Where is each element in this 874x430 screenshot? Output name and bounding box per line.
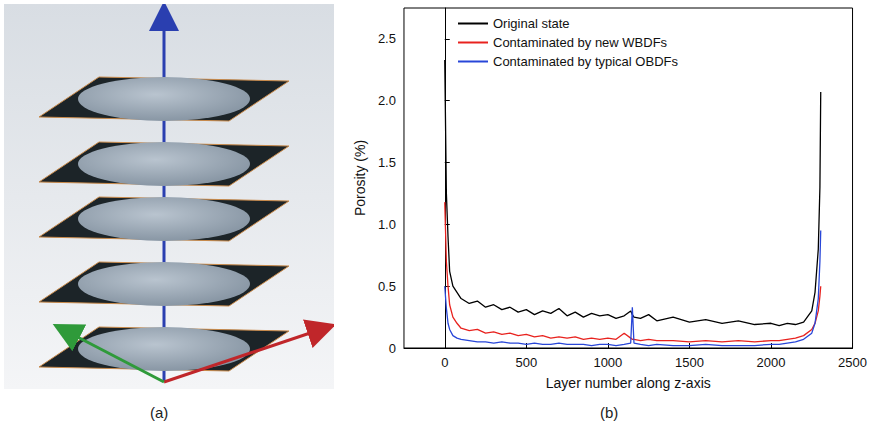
svg-text:2000: 2000 (757, 355, 786, 370)
html-text:(b): (b) (600, 404, 619, 421)
svg-text:500: 500 (515, 355, 537, 370)
svg-text:Porosity (%): Porosity (%) (352, 140, 368, 216)
svg-text:0: 0 (389, 341, 396, 356)
html-text:(a): (a) (150, 404, 169, 421)
svg-text:1.0: 1.0 (378, 217, 396, 232)
svg-text:0: 0 (441, 355, 448, 370)
svg-text:2.5: 2.5 (378, 31, 396, 46)
svg-text:0.5: 0.5 (378, 279, 396, 294)
svg-text:2500: 2500 (838, 355, 867, 370)
svg-text:Contaminated by new WBDFs: Contaminated by new WBDFs (493, 35, 668, 50)
svg-text:Layer number along z-axis: Layer number along z-axis (546, 375, 711, 391)
svg-text:2.0: 2.0 (378, 93, 396, 108)
svg-text:1000: 1000 (593, 355, 622, 370)
svg-text:Contaminated by typical OBDFs: Contaminated by typical OBDFs (493, 54, 678, 69)
svg-text:1500: 1500 (675, 355, 704, 370)
svg-text:Original state: Original state (493, 16, 570, 31)
svg-text:1.5: 1.5 (378, 155, 396, 170)
